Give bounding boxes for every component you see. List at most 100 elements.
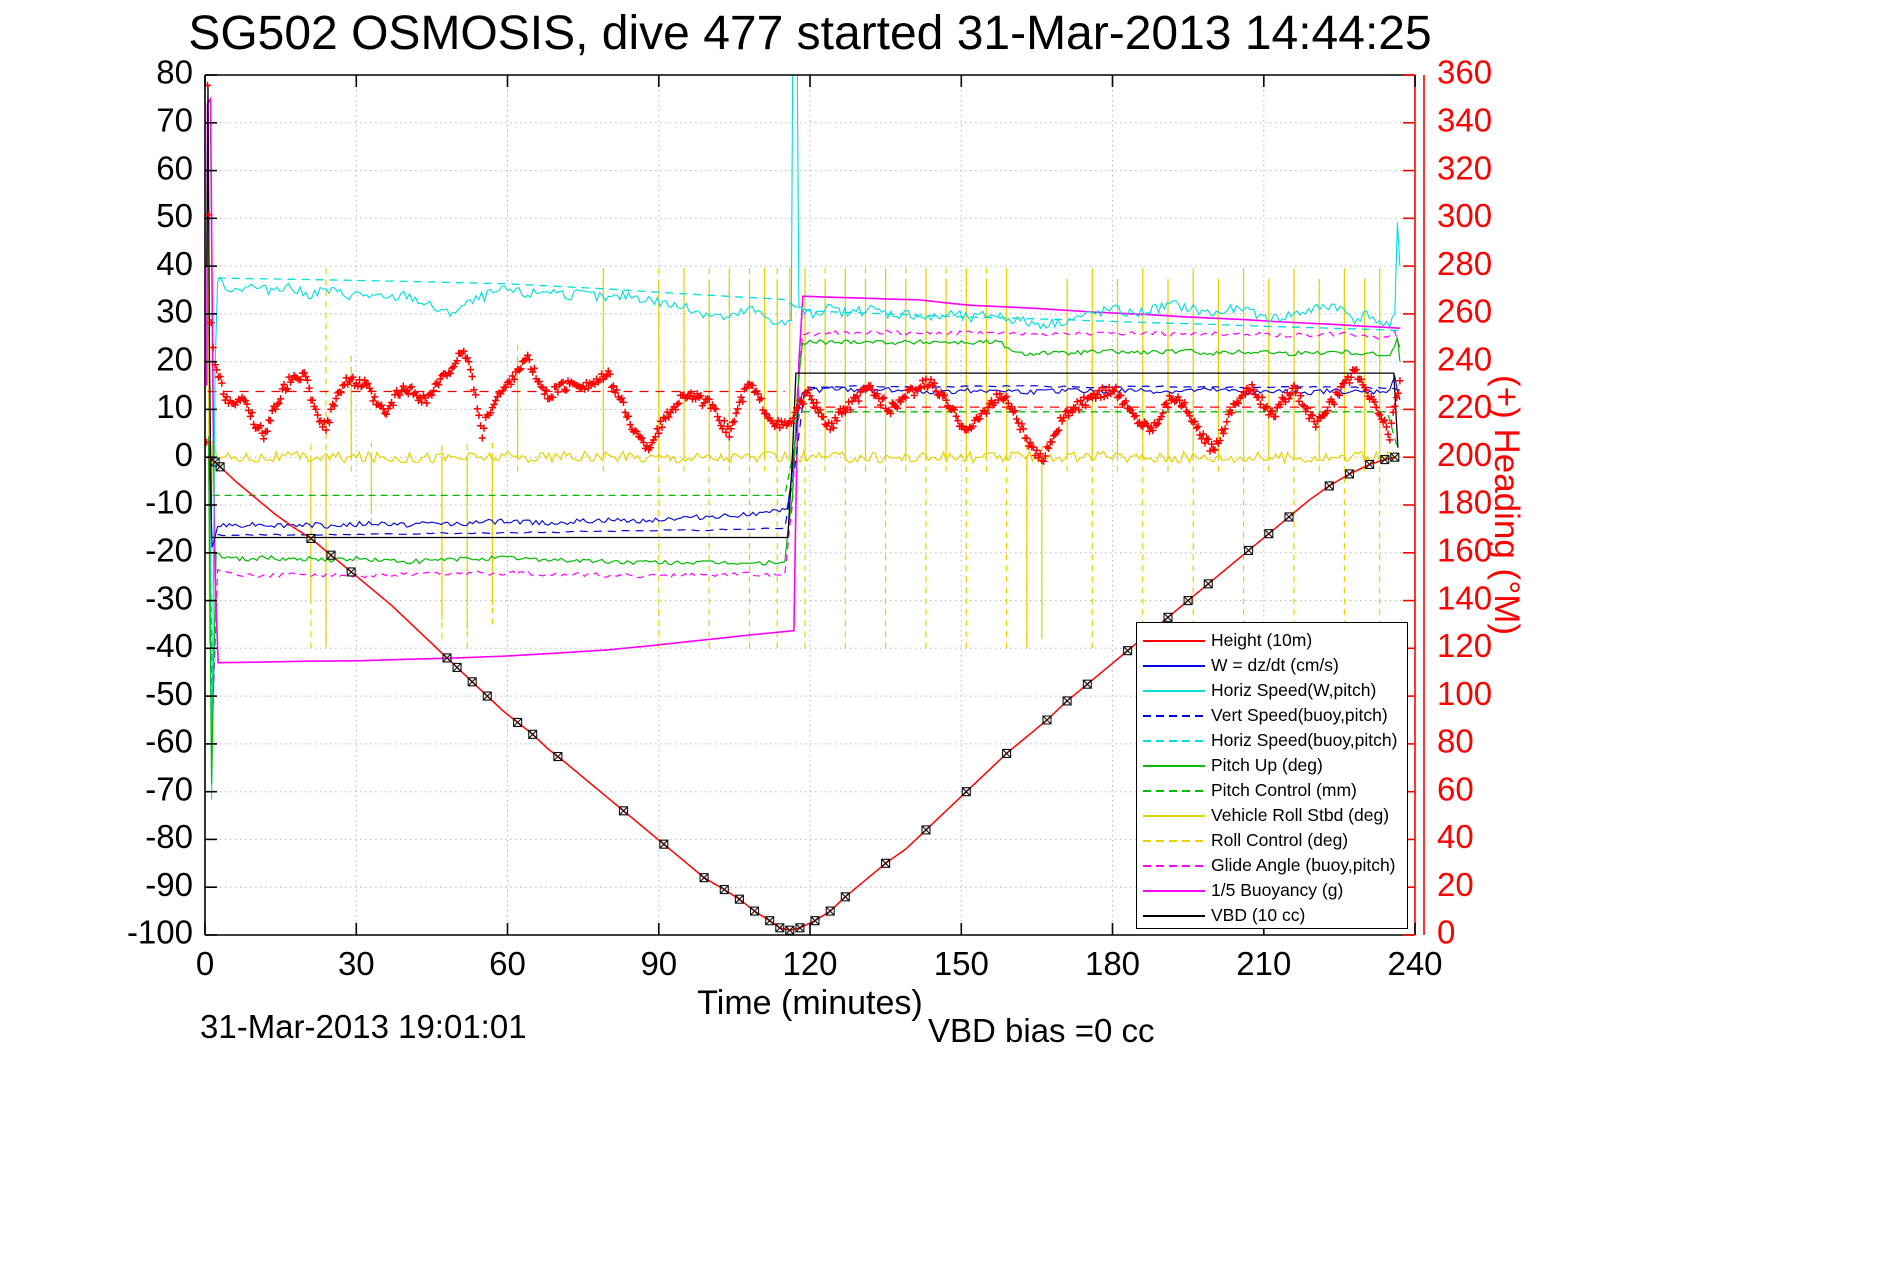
- x-axis-label: Time (minutes): [697, 984, 923, 1022]
- x-tick-label: 30: [338, 945, 375, 982]
- legend-line-sample: [1143, 714, 1205, 717]
- legend-label: Vert Speed(buoy,pitch): [1211, 705, 1388, 725]
- y-right-tick-label: 320: [1437, 149, 1492, 186]
- y-left-tick-label: -80: [145, 818, 193, 855]
- x-tick-label: 120: [782, 945, 837, 982]
- legend-line-sample: [1143, 789, 1205, 792]
- y-left-tick-label: 30: [156, 293, 193, 330]
- y-left-tick-label: 70: [156, 102, 193, 139]
- y-right-tick-label: 140: [1437, 579, 1492, 616]
- y-left-tick-label: -70: [145, 770, 193, 807]
- legend-item: Pitch Control (mm): [1137, 778, 1407, 803]
- legend-line-sample: [1143, 739, 1205, 742]
- legend-line-sample: [1143, 914, 1205, 917]
- y-right-tick-label: 220: [1437, 388, 1492, 425]
- pitch-control: [212, 411, 1399, 497]
- legend-line-sample: [1143, 864, 1205, 867]
- footer-vbd-bias: VBD bias =0 cc: [928, 1012, 1155, 1049]
- x-tick-label: 150: [934, 945, 989, 982]
- y-left-tick-label: -50: [145, 675, 193, 712]
- x-tick-label: 210: [1236, 945, 1291, 982]
- legend-label: W = dz/dt (cm/s): [1211, 655, 1339, 675]
- legend: Height (10m) W = dz/dt (cm/s) Horiz Speed(…: [1136, 622, 1408, 929]
- y-left-tick-label: 50: [156, 197, 193, 234]
- y-left-tick-label: 40: [156, 245, 193, 282]
- y-right-tick-label: 240: [1437, 340, 1492, 377]
- y-left-tick-label: 10: [156, 388, 193, 425]
- y-left-tick-label: -60: [145, 723, 193, 760]
- legend-item: Pitch Up (deg): [1137, 753, 1407, 778]
- legend-item: VBD (10 cc): [1137, 903, 1407, 928]
- legend-item: Vert Speed(buoy,pitch): [1137, 703, 1407, 728]
- legend-label: Pitch Up (deg): [1211, 755, 1323, 775]
- legend-line-sample: [1143, 839, 1205, 842]
- chart-title: SG502 OSMOSIS, dive 477 started 31-Mar-2…: [188, 7, 1432, 60]
- y-left-tick-label: -40: [145, 627, 193, 664]
- y-right-tick-label: 0: [1437, 914, 1455, 951]
- y-right-tick-label: 60: [1437, 770, 1474, 807]
- y-right-tick-label: 120: [1437, 627, 1492, 664]
- legend-line-sample: [1143, 814, 1205, 817]
- glide-angle: [208, 329, 1401, 722]
- legend-line-sample: [1143, 689, 1205, 692]
- y-right-tick-label: 40: [1437, 818, 1474, 855]
- y-left-tick-label: 60: [156, 149, 193, 186]
- y-left-tick-label: 20: [156, 340, 193, 377]
- legend-line-sample: [1143, 764, 1205, 767]
- y-right-tick-label: 340: [1437, 102, 1492, 139]
- legend-item: Horiz Speed(buoy,pitch): [1137, 728, 1407, 753]
- legend-label: Vehicle Roll Stbd (deg): [1211, 805, 1390, 825]
- y-left-tick-label: -100: [127, 914, 193, 951]
- y-right-tick-label: 180: [1437, 484, 1492, 521]
- legend-line-sample: [1143, 889, 1205, 892]
- y-left-tick-label: -90: [145, 866, 193, 903]
- y-right-tick-label: 100: [1437, 675, 1492, 712]
- y-right-tick-label: 160: [1437, 532, 1492, 569]
- y-right-tick-label: 80: [1437, 723, 1474, 760]
- legend-item: Vehicle Roll Stbd (deg): [1137, 803, 1407, 828]
- legend-item: 1/5 Buoyancy (g): [1137, 878, 1407, 903]
- x-tick-label: 180: [1085, 945, 1140, 982]
- legend-label: Horiz Speed(buoy,pitch): [1211, 730, 1398, 750]
- vbd: [206, 84, 1399, 539]
- legend-item: Glide Angle (buoy,pitch): [1137, 853, 1407, 878]
- vert-speed-buoy: [217, 384, 1401, 537]
- heading-plus: [205, 81, 1404, 465]
- legend-label: 1/5 Buoyancy (g): [1211, 880, 1344, 900]
- y-right-tick-label: 200: [1437, 436, 1492, 473]
- legend-line-sample: [1143, 664, 1205, 667]
- legend-label: Roll Control (deg): [1211, 830, 1349, 850]
- series-layer: [205, 75, 1404, 935]
- horiz-speed-w: [208, 75, 1401, 800]
- y-left-tick-label: 0: [175, 436, 193, 473]
- height-markers: [210, 452, 1400, 935]
- y-right-tick-label: 260: [1437, 293, 1492, 330]
- y-right-tick-label: 280: [1437, 245, 1492, 282]
- buoyancy-fifth: [206, 96, 1400, 664]
- right-axis-label: (+) Heading (°M): [1487, 374, 1526, 636]
- pitch-up: [207, 337, 1401, 784]
- legend-item: Height (10m): [1137, 628, 1407, 653]
- legend-item: Horiz Speed(W,pitch): [1137, 678, 1407, 703]
- y-right-tick-label: 360: [1437, 54, 1492, 91]
- legend-item: Roll Control (deg): [1137, 828, 1407, 853]
- legend-label: Horiz Speed(W,pitch): [1211, 680, 1377, 700]
- legend-line-sample: [1143, 639, 1205, 642]
- y-left-tick-label: -10: [145, 484, 193, 521]
- x-tick-label: 0: [196, 945, 214, 982]
- w-dzdt: [208, 374, 1401, 548]
- legend-label: Height (10m): [1211, 630, 1313, 650]
- y-right-tick-label: 20: [1437, 866, 1474, 903]
- y-left-tick-label: -20: [145, 532, 193, 569]
- legend-label: Glide Angle (buoy,pitch): [1211, 855, 1396, 875]
- legend-label: VBD (10 cc): [1211, 905, 1306, 925]
- legend-label: Pitch Control (mm): [1211, 780, 1357, 800]
- footer-timestamp: 31-Mar-2013 19:01:01: [200, 1008, 527, 1045]
- y-left-tick-label: 80: [156, 54, 193, 91]
- x-tick-label: 240: [1387, 945, 1442, 982]
- y-right-tick-label: 300: [1437, 197, 1492, 234]
- y-left-tick-label: -30: [145, 579, 193, 616]
- x-tick-label: 60: [489, 945, 526, 982]
